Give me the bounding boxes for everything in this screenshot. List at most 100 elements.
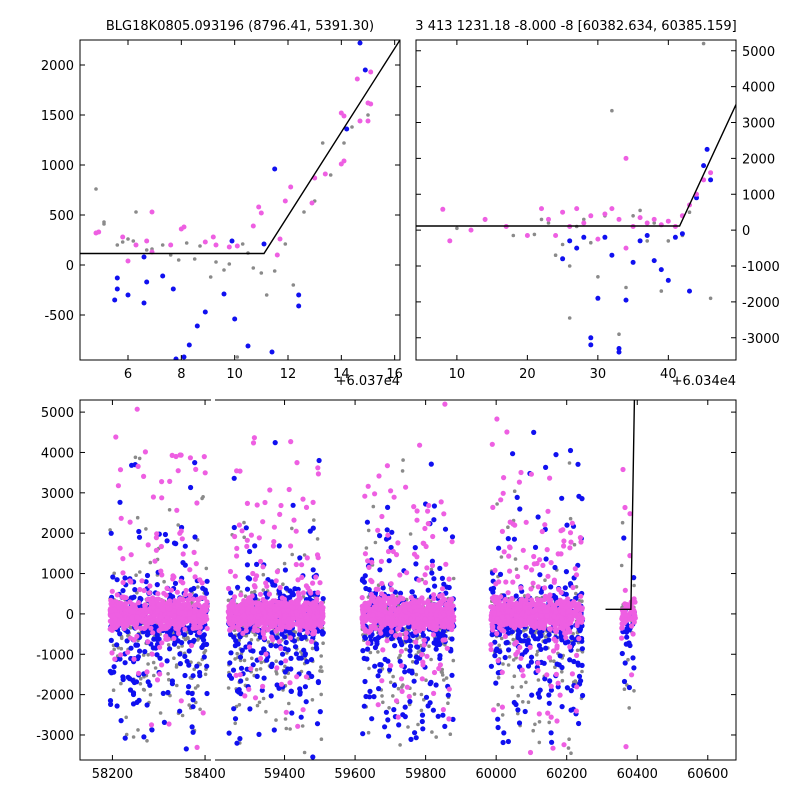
- magenta-data-point: [560, 209, 566, 215]
- magenta-data-point: [572, 566, 578, 572]
- gray-data-point: [266, 640, 271, 644]
- blue-data-point: [367, 688, 373, 695]
- gray-data-point: [235, 355, 240, 359]
- magenta-data-point: [320, 610, 326, 616]
- blue-data-point: [445, 692, 451, 698]
- magenta-data-point: [230, 625, 236, 631]
- magenta-data-point: [277, 585, 283, 591]
- magenta-data-point: [430, 533, 436, 540]
- blue-data-point: [160, 273, 166, 279]
- magenta-data-point: [555, 680, 561, 686]
- magenta-data-point: [304, 555, 310, 561]
- gray-data-point: [387, 706, 391, 710]
- gray-data-point: [176, 258, 181, 262]
- blue-data-point: [430, 707, 436, 713]
- blue-data-point: [442, 526, 449, 532]
- magenta-data-point: [303, 674, 309, 680]
- magenta-data-point: [449, 539, 455, 545]
- blue-data-point: [227, 660, 233, 666]
- gray-data-point: [261, 696, 266, 701]
- magenta-data-point: [252, 584, 258, 590]
- magenta-data-point: [530, 580, 536, 586]
- magenta-data-point: [651, 216, 657, 222]
- magenta-data-point: [183, 587, 189, 594]
- gray-data-point: [624, 285, 628, 290]
- magenta-data-point: [155, 608, 161, 614]
- gray-data-point: [434, 735, 439, 739]
- blue-data-point: [298, 714, 304, 720]
- magenta-data-point: [171, 617, 177, 624]
- gray-data-point: [627, 706, 631, 710]
- magenta-data-point: [448, 622, 455, 629]
- blue-data-point: [624, 625, 630, 632]
- magenta-data-point: [118, 652, 124, 658]
- gray-data-point: [619, 563, 624, 568]
- blue-data-point: [252, 543, 258, 549]
- magenta-data-point: [210, 234, 216, 240]
- magenta-data-point: [244, 500, 250, 506]
- blue-data-point: [182, 653, 188, 660]
- magenta-data-point: [379, 678, 385, 684]
- magenta-data-point: [181, 224, 187, 230]
- magenta-data-point: [295, 577, 301, 583]
- magenta-data-point: [291, 517, 297, 523]
- magenta-data-point: [276, 639, 282, 645]
- blue-data-point: [374, 641, 380, 647]
- blue-data-point: [288, 688, 294, 694]
- magenta-data-point: [406, 693, 412, 700]
- blue-data-point: [687, 288, 692, 294]
- blue-data-point: [316, 457, 322, 464]
- magenta-data-point: [271, 524, 277, 530]
- gray-data-point: [174, 665, 179, 669]
- magenta-data-point: [296, 593, 302, 599]
- gray-data-point: [251, 266, 256, 270]
- blue-data-point: [411, 678, 417, 684]
- magenta-data-point: [397, 572, 403, 578]
- magenta-data-point: [283, 658, 289, 664]
- magenta-data-point: [168, 242, 174, 248]
- magenta-data-point: [422, 525, 428, 532]
- gray-data-point: [274, 669, 278, 674]
- magenta-data-point: [204, 603, 210, 609]
- gray-data-point: [319, 654, 324, 658]
- blue-data-point: [631, 665, 637, 671]
- magenta-data-point: [429, 562, 436, 569]
- blue-data-point: [232, 716, 239, 722]
- magenta-data-point: [120, 234, 126, 240]
- blue-data-point: [362, 67, 368, 73]
- blue-data-point: [231, 706, 237, 712]
- blue-data-point: [125, 674, 131, 680]
- magenta-data-point: [182, 591, 188, 598]
- magenta-data-point: [341, 158, 347, 164]
- blue-data-point: [173, 541, 179, 547]
- magenta-data-point: [109, 627, 115, 633]
- gray-data-point: [180, 713, 185, 718]
- magenta-data-point: [114, 592, 120, 598]
- gray-data-point: [172, 656, 176, 660]
- blue-data-point: [528, 654, 535, 660]
- magenta-data-point: [290, 604, 296, 611]
- gray-data-point: [253, 633, 257, 637]
- blue-data-point: [537, 572, 543, 578]
- blue-data-point: [372, 663, 378, 669]
- magenta-data-point: [187, 567, 193, 573]
- blue-data-point: [525, 637, 531, 643]
- blue-data-point: [297, 689, 303, 695]
- blue-data-point: [268, 693, 274, 699]
- gray-data-point: [419, 692, 424, 697]
- magenta-data-point: [365, 118, 371, 124]
- blue-data-point: [437, 653, 443, 659]
- magenta-data-point: [446, 686, 452, 692]
- gray-data-point: [158, 711, 163, 715]
- gray-data-point: [568, 516, 573, 521]
- gray-data-point: [203, 648, 208, 653]
- magenta-data-point: [149, 209, 155, 215]
- x-tick-label: 30: [590, 367, 607, 382]
- blue-data-point: [280, 651, 286, 657]
- blue-data-point: [380, 585, 386, 591]
- y-tick-label: 2000: [41, 59, 74, 74]
- magenta-data-point: [266, 591, 272, 597]
- gray-data-point: [440, 673, 445, 677]
- blue-data-point: [384, 527, 390, 533]
